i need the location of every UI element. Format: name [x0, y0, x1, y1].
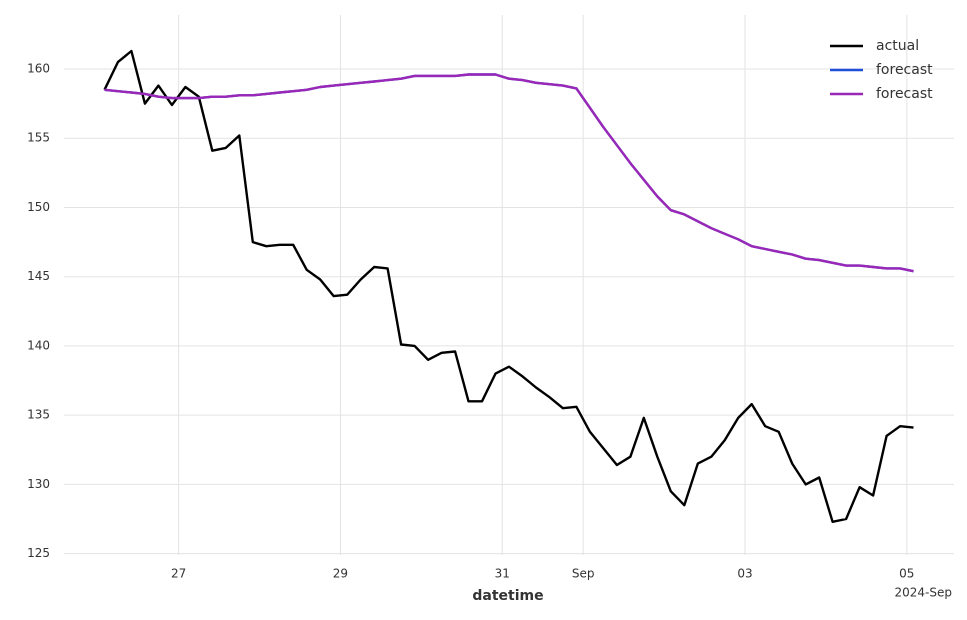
y-tick-label: 135 [27, 408, 50, 422]
y-tick-label: 150 [27, 200, 50, 214]
y-tick-label: 160 [27, 62, 50, 76]
series-line [104, 73, 914, 273]
y-tick-label: 130 [27, 477, 50, 491]
y-tick-label: 125 [27, 546, 50, 560]
y-tick-label: 155 [27, 131, 50, 145]
y-tick-label: 140 [27, 338, 50, 352]
legend-label: forecast [876, 86, 933, 102]
x-tick-label: 29 [333, 567, 348, 581]
legend-label: forecast [876, 62, 933, 78]
x-axis-label: datetime [472, 588, 543, 604]
series-line [103, 49, 914, 523]
x-tick-label: 31 [495, 567, 510, 581]
x-tick-label: 03 [737, 567, 752, 581]
x-tick-label: 05 [899, 567, 914, 581]
x-tick-label: 27 [171, 567, 186, 581]
legend-label: actual [876, 38, 919, 54]
x-tick-label: Sep [572, 567, 595, 581]
x-offset-label: 2024-Sep [895, 586, 953, 600]
series-line [104, 73, 914, 273]
y-tick-label: 145 [27, 269, 50, 283]
